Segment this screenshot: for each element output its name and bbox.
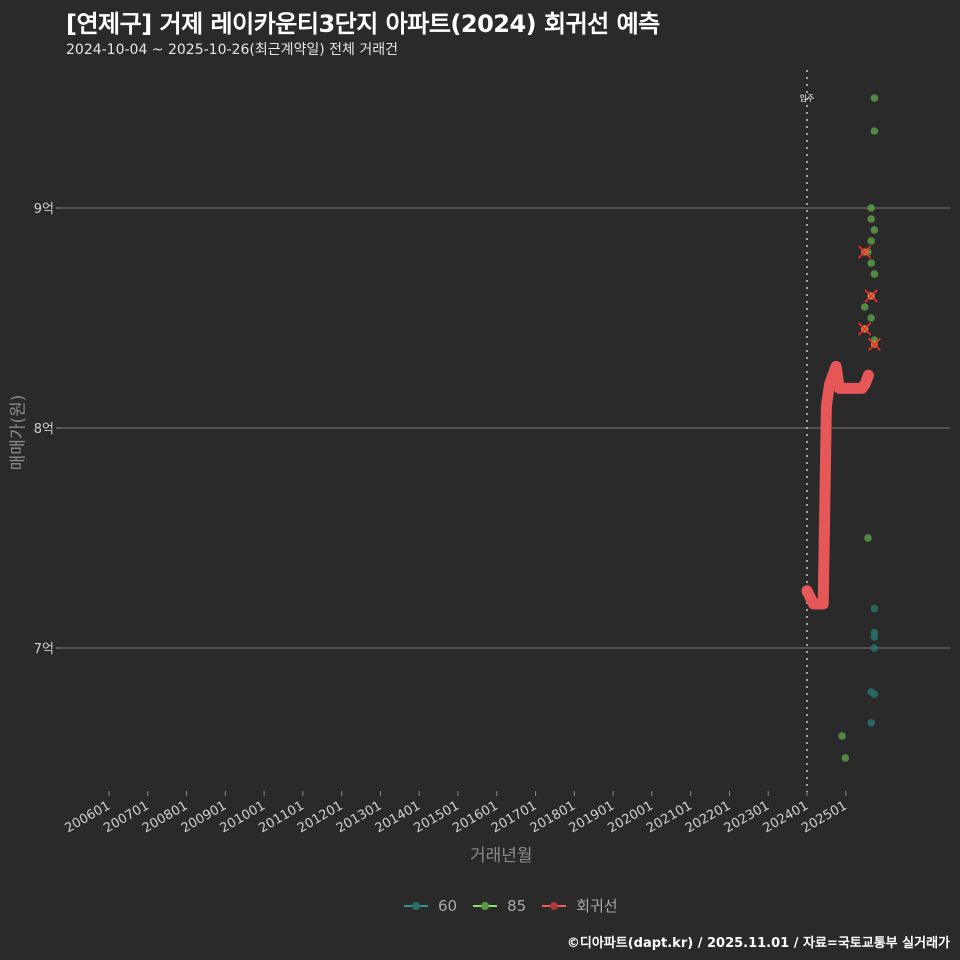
- data-point-85: [860, 303, 869, 311]
- data-point-85: [841, 754, 850, 762]
- x-axis-ticks: 2006012007012008012009012010012011012012…: [63, 791, 850, 836]
- grid-lines: [62, 207, 950, 649]
- data-point-85: [870, 94, 879, 102]
- legend-item-60: 60: [404, 897, 457, 915]
- data-point-85: [870, 127, 879, 135]
- legend-label: 60: [438, 896, 458, 915]
- y-axis-label: 매매가(원): [8, 394, 29, 471]
- outlier-x-icon: [864, 289, 878, 303]
- outlier-x-icon: [858, 245, 872, 259]
- data-point-60: [870, 604, 879, 613]
- regression-line: [801, 360, 874, 610]
- legend-label: 85: [507, 896, 527, 915]
- data-point-60: [867, 719, 875, 727]
- move-in-line: 입주: [800, 70, 815, 792]
- legend-key-85-icon: [473, 900, 498, 912]
- data-point-85: [864, 534, 872, 542]
- data-point-85: [870, 226, 879, 234]
- data-point-85: [870, 270, 879, 278]
- move-in-annotation: 입주: [800, 94, 815, 103]
- legend-item-85: 85: [473, 897, 526, 915]
- data-point-85: [867, 314, 875, 322]
- x-tick-label: 202501: [799, 798, 849, 836]
- y-tick-label: 9억: [34, 202, 54, 217]
- data-point-60: [870, 690, 879, 698]
- y-tick-label: 8억: [34, 422, 54, 437]
- outlier-x-icon: [867, 337, 881, 351]
- regression-path: [801, 360, 874, 610]
- legend-item-regression: 회귀선: [542, 895, 618, 916]
- data-point-85: [867, 259, 875, 267]
- data-point-60: [870, 633, 879, 641]
- legend-key-60-icon: [404, 900, 428, 912]
- legend: 60 85 회귀선: [404, 895, 624, 916]
- source-caption: ©디아파트(dapt.kr) / 2025.11.01 / 자료=국토교통부 실…: [566, 936, 950, 951]
- data-point-85: [867, 215, 875, 223]
- chart-title: [연제구] 거제 레이카운티3단지 아파트(2024) 회귀선 예측: [66, 10, 660, 38]
- y-axis-ticks: 7억 8억 9억: [34, 202, 62, 657]
- outlier-x-icon: [858, 322, 872, 336]
- legend-label: 회귀선: [576, 897, 618, 915]
- legend-key-regression-icon: [542, 900, 567, 912]
- chart-subtitle: 2024-10-04 ~ 2025-10-26(최근계약일) 전체 거래건: [66, 42, 398, 58]
- data-point-85: [867, 237, 875, 245]
- data-point-85: [838, 732, 846, 740]
- y-tick-label: 7억: [34, 642, 54, 657]
- data-point-60: [870, 644, 879, 652]
- x-axis-label: 거래년월: [470, 846, 533, 866]
- data-point-85: [867, 204, 875, 212]
- outlier-markers: [858, 245, 881, 351]
